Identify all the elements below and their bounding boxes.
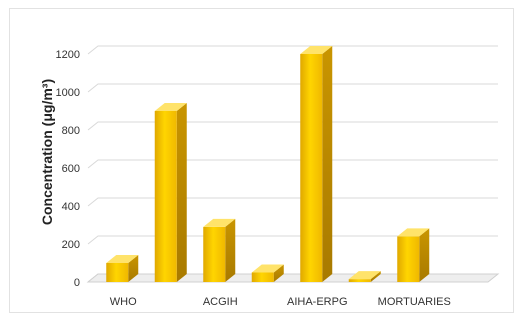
y-tick-label: 1000 — [56, 87, 80, 99]
gridline — [87, 197, 498, 207]
bar-top — [154, 103, 187, 111]
bar-top — [397, 228, 430, 237]
gridline — [87, 159, 498, 169]
x-category-label: AIHA-ERPG — [287, 296, 348, 308]
gridline — [87, 45, 498, 55]
y-tick-label: 200 — [62, 239, 80, 251]
x-category-label: ACGIH — [203, 296, 238, 308]
bar-top — [203, 218, 236, 227]
bar — [348, 271, 381, 282]
bar — [251, 264, 284, 282]
gridline — [87, 121, 498, 131]
bar-top — [300, 46, 333, 54]
bar-side — [273, 264, 284, 282]
bar-front — [154, 111, 177, 282]
y-tick-label: 400 — [62, 201, 80, 213]
bars — [106, 46, 430, 282]
bar-side — [225, 218, 236, 282]
y-tick-label: 600 — [62, 163, 80, 175]
floor-plane — [86, 273, 500, 283]
y-axis-label: Concentration (μg/m³) — [39, 79, 55, 225]
bar — [106, 255, 139, 282]
bar — [300, 46, 333, 282]
gridline — [87, 83, 498, 93]
bar-top — [348, 271, 381, 280]
bar-front — [300, 54, 323, 282]
y-tick-label: 0 — [74, 277, 80, 289]
x-category-label: WHO — [110, 296, 137, 308]
bar-side — [370, 271, 381, 282]
x-category-label: MORTUARIES — [378, 296, 451, 308]
y-tick-label: 1200 — [56, 49, 80, 61]
bar — [397, 228, 430, 282]
bar-front — [397, 236, 420, 282]
bar-front — [348, 279, 371, 282]
category-labels: WHO ACGIH AIHA-ERPG MORTUARIES — [110, 296, 451, 308]
bar-front — [251, 272, 274, 282]
bar-side — [128, 255, 139, 282]
bar-side — [322, 46, 333, 282]
y-tick-labels: 0 200 400 600 800 1000 1200 — [56, 49, 80, 289]
bar-top — [106, 255, 139, 263]
bar — [154, 103, 187, 282]
gridlines — [87, 45, 498, 283]
bar-top — [251, 264, 284, 273]
chart-floor — [86, 273, 500, 283]
gridline — [87, 235, 498, 245]
bar-side — [419, 228, 430, 282]
bar-front — [203, 226, 226, 282]
y-tick-label: 800 — [62, 125, 80, 137]
bar — [203, 218, 236, 282]
bar-side — [176, 103, 187, 282]
bar-front — [106, 263, 129, 282]
